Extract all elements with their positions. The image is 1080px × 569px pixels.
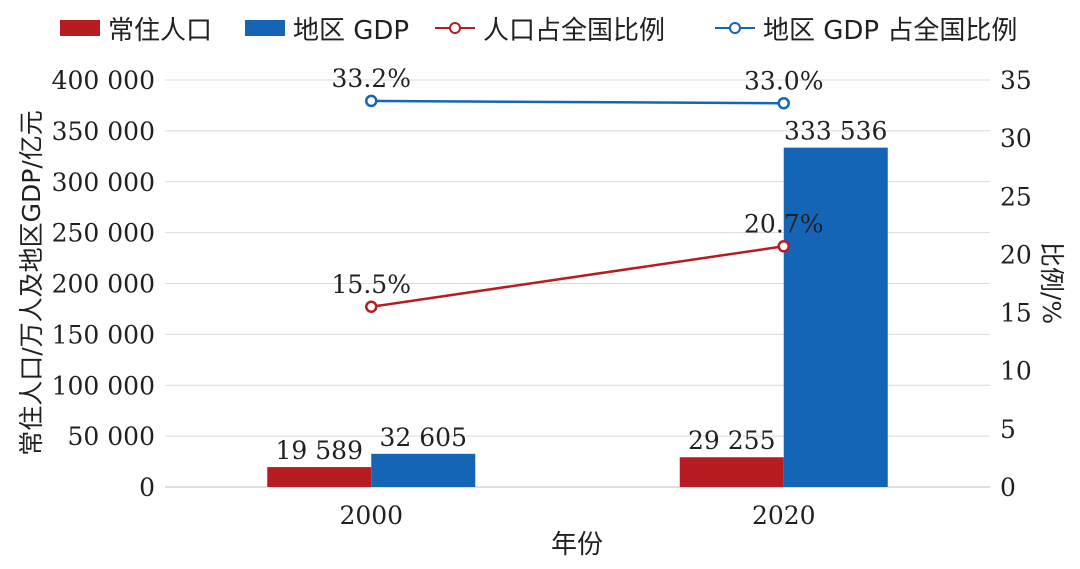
data-labels: 19 589 29 255 32 605 333 536 15.5% 20.7% 33.2%…	[276, 64, 888, 465]
legend-line-gdp-ratio	[715, 20, 755, 36]
legend: 常住人口 地区 GDP 人口占全国比例 地区 GDP 占全国比例	[0, 8, 1080, 48]
y-right-tick-label: 0	[1000, 473, 1016, 502]
y-left-tick-label: 150 000	[52, 320, 155, 349]
bar-value-label: 32 605	[380, 423, 467, 452]
bars	[267, 147, 888, 487]
y-left-tick-label: 400 000	[52, 66, 155, 95]
legend-item-gdp: 地区 GDP	[245, 8, 409, 48]
legend-swatch-gdp	[245, 20, 285, 36]
bar	[267, 467, 372, 487]
legend-line-population-ratio	[435, 20, 475, 36]
line-point	[777, 97, 790, 110]
y-right-tick-label: 5	[1000, 415, 1016, 444]
legend-label-gdp-ratio: 地区 GDP 占全国比例	[763, 15, 1018, 46]
x-tick-label: 2020	[752, 501, 816, 530]
legend-label-population-ratio: 人口占全国比例	[483, 15, 666, 46]
bar	[679, 457, 784, 487]
line-value-label: 33.0%	[744, 66, 823, 95]
ratio-lines	[365, 94, 790, 314]
line-value-label: 33.2%	[332, 64, 411, 93]
series-line	[371, 245, 784, 308]
legend-label-population: 常住人口	[108, 15, 213, 46]
y-axis-right-title: 比例/%	[1037, 242, 1066, 324]
y-right-tick-label: 25	[1000, 182, 1032, 211]
bar-value-label: 19 589	[276, 436, 363, 465]
y-right-tick-label: 15	[1000, 299, 1032, 328]
y-left-tick-label: 50 000	[68, 422, 155, 451]
y-left-tick-label: 350 000	[52, 117, 155, 146]
line-value-label: 20.7%	[744, 209, 823, 238]
bar-value-label: 333 536	[784, 117, 887, 146]
y-axis-left-title: 常住人口/万人及地区GDP/亿元	[17, 110, 46, 456]
line-value-label: 15.5%	[332, 270, 411, 299]
axes: 0 50 000 100 000 150 000 200 000 250 000 300 0…	[52, 66, 1032, 530]
legend-label-gdp: 地区 GDP	[293, 15, 410, 46]
bar	[371, 453, 476, 487]
series-line	[371, 99, 784, 105]
legend-item-population-ratio: 人口占全国比例	[435, 8, 665, 48]
y-left-tick-label: 100 000	[52, 371, 155, 400]
x-tick-label: 2000	[339, 501, 403, 530]
y-right-tick-label: 20	[1000, 240, 1032, 269]
bar-value-label: 29 255	[688, 426, 775, 455]
line-point	[777, 240, 790, 253]
y-right-tick-label: 10	[1000, 357, 1032, 386]
y-left-tick-label: 200 000	[52, 270, 155, 299]
y-right-tick-label: 35	[1000, 66, 1032, 95]
y-left-tick-label: 0	[139, 473, 155, 502]
y-left-tick-label: 250 000	[52, 219, 155, 248]
y-right-tick-label: 30	[1000, 124, 1032, 153]
legend-item-population: 常住人口	[60, 8, 212, 48]
line-point	[365, 94, 378, 108]
legend-swatch-population	[60, 20, 100, 36]
x-axis-title: 年份	[551, 530, 603, 560]
legend-item-gdp-ratio: 地区 GDP 占全国比例	[715, 8, 1017, 48]
y-left-tick-label: 300 000	[52, 168, 155, 197]
line-point	[365, 300, 378, 314]
bar	[783, 147, 888, 487]
